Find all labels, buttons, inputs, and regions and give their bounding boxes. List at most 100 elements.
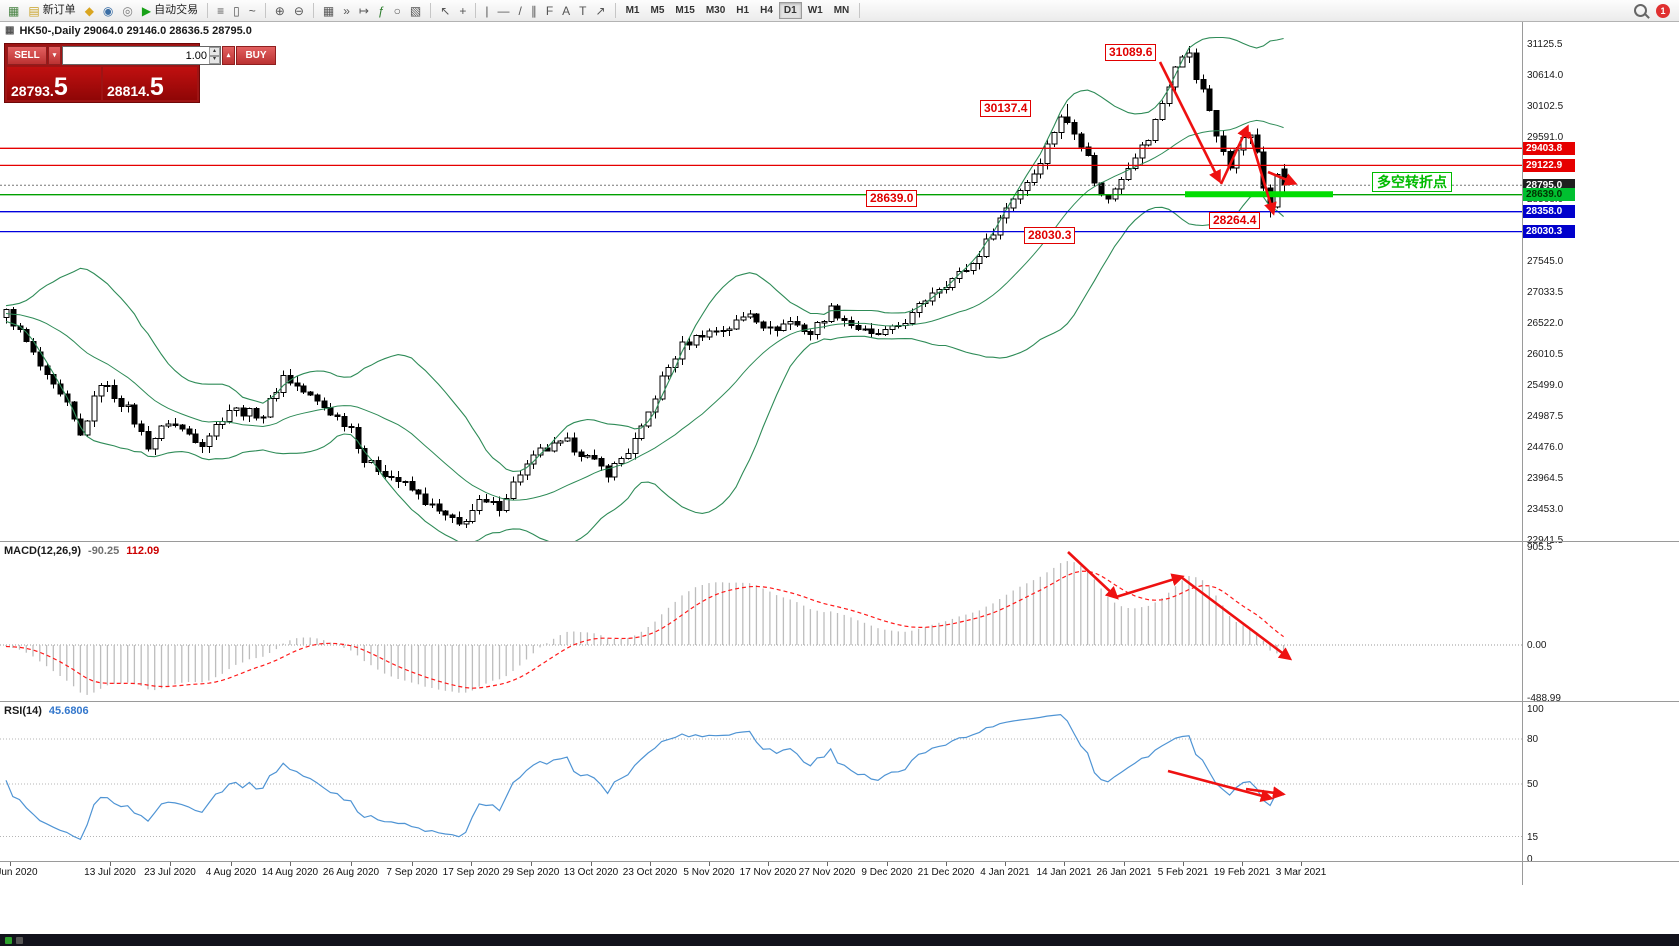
tile-windows-button[interactable]: ▦ <box>319 2 338 20</box>
volume-up-button[interactable]: ▴ <box>209 47 220 56</box>
candle-body <box>267 398 274 418</box>
timeframe-m5-button[interactable]: M5 <box>645 2 669 19</box>
timeframe-h4-button[interactable]: H4 <box>755 2 778 19</box>
search-icon[interactable] <box>1634 4 1647 17</box>
date-label: 13 Oct 2020 <box>563 867 619 878</box>
timeframe-m1-button[interactable]: M1 <box>621 2 645 19</box>
timeframe-w1-button[interactable]: W1 <box>803 2 828 19</box>
candle-body <box>862 328 869 331</box>
trend-arrow[interactable] <box>1267 170 1298 186</box>
rsi-label: RSI(14) 45.6806 <box>4 705 89 717</box>
date-label: 4 Jan 2021 <box>980 867 1030 878</box>
candle-body <box>814 322 821 336</box>
new-order-button[interactable]: ▤ 新订单 <box>24 2 79 20</box>
text-icon: A <box>562 3 571 18</box>
channel-button[interactable]: ∥ <box>527 2 541 20</box>
trend-arrow[interactable] <box>1247 131 1277 216</box>
fibonacci-button[interactable]: F <box>542 2 557 20</box>
chart-shift-button[interactable]: ↦ <box>355 2 373 20</box>
price-tag[interactable]: 28030.3 <box>1523 225 1575 239</box>
auto-trading-button[interactable]: ▶ 自动交易 <box>138 2 202 20</box>
trend-arrow[interactable] <box>1245 786 1286 800</box>
candle-body <box>402 481 409 483</box>
chart-line-button[interactable]: ~ <box>245 2 260 20</box>
price-tag[interactable]: 29403.8 <box>1523 141 1575 155</box>
date-tick <box>709 862 710 866</box>
price-tag[interactable]: 29122.9 <box>1523 158 1575 172</box>
auto-scroll-button[interactable]: » <box>339 2 354 20</box>
buy-price[interactable]: 28814. 5 <box>103 67 197 100</box>
sell-price[interactable]: 28793. 5 <box>7 67 101 100</box>
trend-arrow[interactable] <box>1167 769 1274 802</box>
panel-separator[interactable] <box>0 701 1679 702</box>
alerts-button[interactable]: ◆ <box>81 2 98 20</box>
trend-note-text: 多空转折点 <box>1372 172 1452 192</box>
candle-body <box>889 325 896 330</box>
candle-body <box>909 312 916 324</box>
sell-button[interactable]: SELL <box>7 46 47 65</box>
candle-body <box>240 407 247 417</box>
macd-axis-label: 0.00 <box>1527 640 1547 651</box>
candle-body <box>131 404 138 425</box>
support-button[interactable]: ◎ <box>118 2 136 20</box>
timeframe-d1-button[interactable]: D1 <box>778 2 802 19</box>
macd-histogram <box>5 561 1285 695</box>
trend-arrow[interactable] <box>1115 573 1185 599</box>
price-chart-canvas[interactable] <box>0 22 1522 541</box>
date-label: 14 Jan 2021 <box>1036 867 1092 878</box>
date-label: 5 Feb 2021 <box>1157 867 1209 878</box>
volume-input[interactable] <box>63 47 209 64</box>
chart-bars-button[interactable]: ≡ <box>213 2 228 20</box>
sell-options-caret-icon[interactable]: ▾ <box>48 46 61 65</box>
zoom-in-icon: ⊕ <box>274 3 285 18</box>
timeframe-m30-button[interactable]: M30 <box>701 2 730 19</box>
candle-body <box>517 474 524 483</box>
price-tag[interactable]: 28639.0 <box>1523 188 1575 202</box>
volume-down-button[interactable]: ▾ <box>209 55 220 64</box>
buy-options-caret-icon[interactable]: ▴ <box>222 46 235 65</box>
date-label: 9 Dec 2020 <box>861 867 913 878</box>
timeframe-m15-button[interactable]: M15 <box>670 2 699 19</box>
zoom-in-button[interactable]: ⊕ <box>271 2 289 20</box>
panel-separator[interactable] <box>0 541 1679 542</box>
notifications-badge[interactable]: 1 <box>1656 3 1670 18</box>
rsi-line <box>5 713 1284 841</box>
buy-button[interactable]: BUY <box>236 46 276 65</box>
macd-panel-canvas[interactable] <box>0 541 1522 701</box>
trend-arrow[interactable] <box>1067 551 1119 600</box>
indicators-button[interactable]: ƒ <box>374 2 389 20</box>
trend-arrow[interactable] <box>1219 124 1250 185</box>
trend-arrow[interactable] <box>1158 61 1221 184</box>
rsi-panel-canvas[interactable] <box>0 701 1522 861</box>
community-button[interactable]: ◉ <box>99 2 117 20</box>
chart-candles-button[interactable]: ▯ <box>229 2 244 20</box>
timeframe-h1-button[interactable]: H1 <box>731 2 754 19</box>
periods-button[interactable]: ○ <box>390 2 405 20</box>
timeframe-mn-button[interactable]: MN <box>829 2 855 19</box>
templates-button[interactable]: ▧ <box>406 2 425 20</box>
label-button[interactable]: T <box>575 2 590 20</box>
trend-arrow[interactable] <box>1180 575 1293 661</box>
cursor-button[interactable]: ↖ <box>436 2 454 20</box>
horizontal-line-button[interactable]: — <box>493 2 513 20</box>
price-axis-label: 26522.0 <box>1527 318 1564 329</box>
rsi-axis-label: 100 <box>1527 704 1544 715</box>
macd-name: MACD(12,26,9) <box>4 545 82 557</box>
vertical-line-button[interactable]: | <box>481 2 492 20</box>
sell-price-large: 5 <box>53 73 68 101</box>
candle-body <box>699 334 706 338</box>
candle-body <box>186 428 193 435</box>
candle-body <box>841 317 848 321</box>
price-tag[interactable]: 28358.0 <box>1523 205 1575 219</box>
crosshair-button[interactable]: + <box>455 2 470 20</box>
text-button[interactable]: A <box>558 2 574 20</box>
new-chart-button[interactable]: ▦ <box>4 2 23 20</box>
candle-body <box>598 458 605 467</box>
candle-body <box>490 501 497 504</box>
candle-body <box>1200 79 1207 90</box>
candle-body <box>801 324 808 333</box>
candle-body <box>774 326 781 332</box>
arrows-button[interactable]: ↗ <box>592 2 610 20</box>
trendline-button[interactable]: / <box>514 2 525 20</box>
zoom-out-button[interactable]: ⊖ <box>290 2 308 20</box>
